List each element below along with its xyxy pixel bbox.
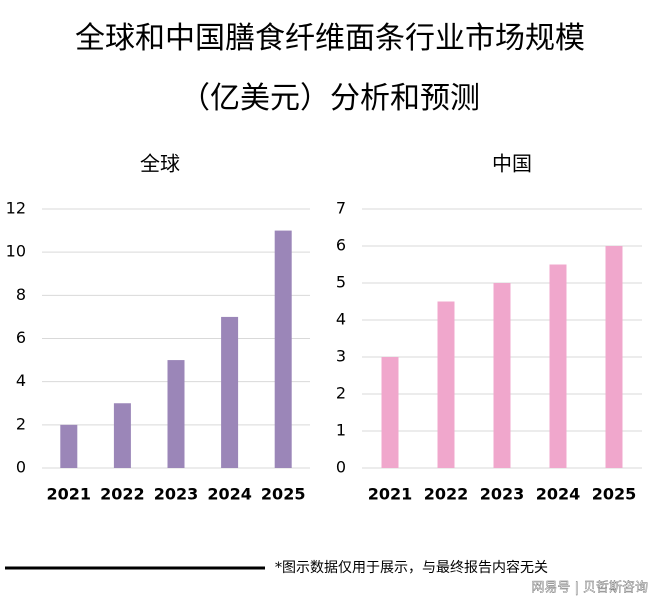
y-tick-label: 4	[16, 371, 26, 390]
x-tick-label: 2024	[207, 485, 252, 504]
bar	[493, 283, 511, 468]
x-tick-label: 2021	[47, 485, 92, 504]
footnote: *图示数据仅用于展示，与最终报告内容无关	[275, 559, 548, 576]
y-tick-label: 2	[336, 384, 346, 403]
title-line: （亿美元）分析和预测	[180, 81, 480, 116]
bar	[167, 360, 185, 468]
x-tick-label: 2025	[592, 485, 637, 504]
bar	[60, 424, 78, 468]
title-line: 全球和中国膳食纤维面条行业市场规模	[75, 21, 585, 56]
y-tick-label: 12	[6, 199, 26, 218]
x-tick-label: 2024	[536, 485, 581, 504]
y-tick-label: 6	[16, 328, 26, 347]
y-tick-label: 7	[336, 199, 346, 218]
y-tick-label: 5	[336, 273, 346, 292]
x-tick-label: 2023	[480, 485, 525, 504]
x-tick-label: 2025	[261, 485, 306, 504]
bar	[437, 301, 455, 468]
bar	[549, 264, 567, 468]
bar	[605, 246, 623, 468]
x-tick-label: 2022	[100, 485, 145, 504]
y-tick-label: 2	[16, 414, 26, 433]
y-tick-label: 1	[336, 421, 346, 440]
bar	[381, 357, 399, 468]
chart-subtitle: 全球	[140, 152, 180, 176]
y-tick-label: 6	[336, 236, 346, 255]
bar	[274, 230, 292, 468]
y-tick-label: 0	[336, 458, 346, 477]
chart-subtitle: 中国	[492, 152, 532, 176]
bar	[113, 403, 131, 468]
y-tick-label: 8	[16, 285, 26, 304]
x-tick-label: 2021	[368, 485, 413, 504]
bar	[221, 316, 239, 468]
x-tick-label: 2022	[424, 485, 469, 504]
y-tick-label: 3	[336, 347, 346, 366]
y-tick-label: 4	[336, 310, 346, 329]
x-tick-label: 2023	[154, 485, 199, 504]
watermark: 网易号 | 贝哲斯咨询	[531, 581, 648, 596]
y-tick-label: 0	[16, 458, 26, 477]
y-tick-label: 10	[6, 242, 26, 261]
